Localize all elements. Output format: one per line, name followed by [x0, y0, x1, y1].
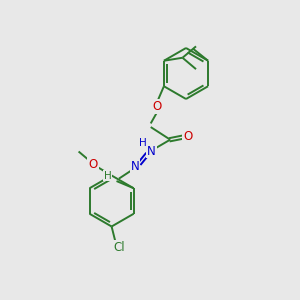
Text: H: H — [103, 171, 111, 181]
Text: O: O — [183, 130, 192, 143]
Text: O: O — [153, 100, 162, 113]
Text: H: H — [139, 138, 147, 148]
Text: N: N — [131, 160, 140, 173]
Text: O: O — [88, 158, 98, 171]
Text: Cl: Cl — [113, 241, 125, 254]
Text: N: N — [147, 145, 156, 158]
